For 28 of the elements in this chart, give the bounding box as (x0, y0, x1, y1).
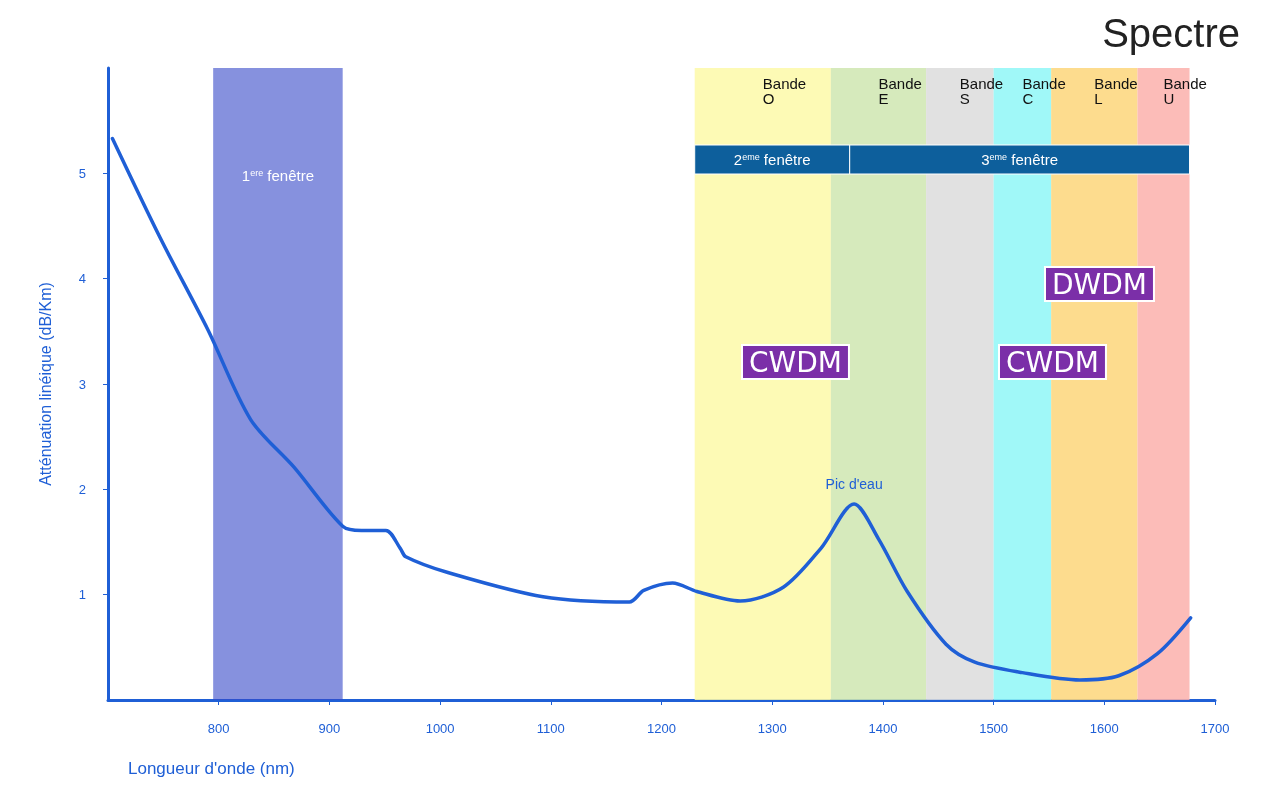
y-tick-label: 3 (78, 376, 86, 392)
y-axis-title: Atténuation linéique (dB/Km) (36, 282, 54, 486)
x-tick-label: 1100 (536, 721, 565, 736)
band-label: Bande U (1163, 75, 1207, 107)
y-tick-label: 5 (78, 165, 86, 181)
x-tick-label: 1500 (979, 721, 1009, 736)
band-label: Bande L (1094, 75, 1138, 107)
x-tick-label: 1600 (1089, 721, 1119, 736)
x-tick-label: 1300 (757, 721, 787, 736)
band-label: Bande S (959, 75, 1004, 107)
band-label: Bande E (878, 75, 922, 107)
x-tick-label: 1400 (868, 721, 898, 736)
x-tick-label: 1700 (1200, 721, 1230, 736)
x-tick-label: 1000 (425, 721, 455, 736)
x-tick-label: 1200 (647, 721, 676, 736)
annotation: CWDM (1006, 345, 1099, 379)
y-tick-label: 4 (78, 271, 86, 287)
x-tick-label: 800 (207, 721, 230, 736)
y-tick-label: 1 (78, 587, 86, 603)
x-axis-title: Longueur d'onde (nm) (128, 759, 295, 778)
annotation: Pic d'eau (825, 476, 883, 493)
x-tick-label: 900 (318, 721, 341, 736)
annotation: CWDM (749, 345, 842, 379)
annotation: DWDM (1052, 267, 1147, 301)
y-tick-label: 2 (78, 481, 86, 497)
chart-title: Spectre (1102, 11, 1241, 55)
band-label: Bande O (762, 75, 807, 107)
band-label: Bande C (1022, 75, 1066, 107)
